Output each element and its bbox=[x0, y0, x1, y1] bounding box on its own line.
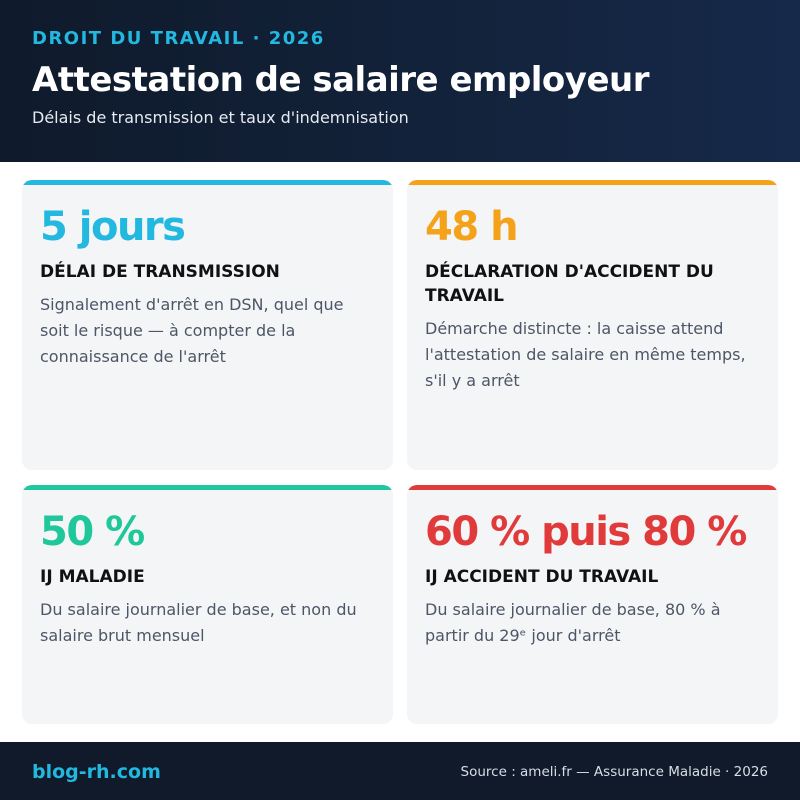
card-label: IJ MALADIE bbox=[40, 567, 145, 587]
footer-bar: blog-rh.com Source : ameli.fr — Assuranc… bbox=[0, 742, 800, 800]
card-value: 48 h bbox=[425, 204, 519, 250]
header-banner: DROIT DU TRAVAIL · 2026 Attestation de s… bbox=[0, 0, 800, 162]
kicker: DROIT DU TRAVAIL · 2026 bbox=[32, 28, 325, 49]
page-title: Attestation de salaire employeur bbox=[32, 60, 649, 100]
card-label: DÉLAI DE TRANSMISSION bbox=[40, 262, 280, 282]
source-text: Source : ameli.fr — Assurance Maladie · … bbox=[460, 764, 768, 780]
card-description: Du salaire journalier de base, et non du… bbox=[40, 600, 357, 645]
card-value: 5 jours bbox=[40, 204, 186, 250]
card-description: Démarche distincte : la caisse attend l'… bbox=[425, 319, 746, 390]
card-declaration-accident: 48 h DÉCLARATION D'ACCIDENT DU TRAVAIL D… bbox=[407, 180, 778, 470]
card-ij-maladie: 50 % IJ MALADIE Du salaire journalier de… bbox=[22, 485, 393, 724]
card-label: DÉCLARATION D'ACCIDENT DU TRAVAIL bbox=[425, 262, 714, 306]
page-subtitle: Délais de transmission et taux d'indemni… bbox=[32, 108, 409, 127]
card-delai-transmission: 5 jours DÉLAI DE TRANSMISSION Signalemen… bbox=[22, 180, 393, 470]
brand-link[interactable]: blog-rh.com bbox=[32, 761, 161, 783]
cards-grid: 5 jours DÉLAI DE TRANSMISSION Signalemen… bbox=[22, 180, 778, 724]
card-value: 60 % puis 80 % bbox=[425, 509, 747, 555]
card-value: 50 % bbox=[40, 509, 145, 555]
card-description: Du salaire journalier de base, 80 % à pa… bbox=[425, 600, 721, 645]
card-label: IJ ACCIDENT DU TRAVAIL bbox=[425, 567, 659, 587]
card-ij-accident-travail: 60 % puis 80 % IJ ACCIDENT DU TRAVAIL Du… bbox=[407, 485, 778, 724]
card-description: Signalement d'arrêt en DSN, quel que soi… bbox=[40, 295, 344, 366]
